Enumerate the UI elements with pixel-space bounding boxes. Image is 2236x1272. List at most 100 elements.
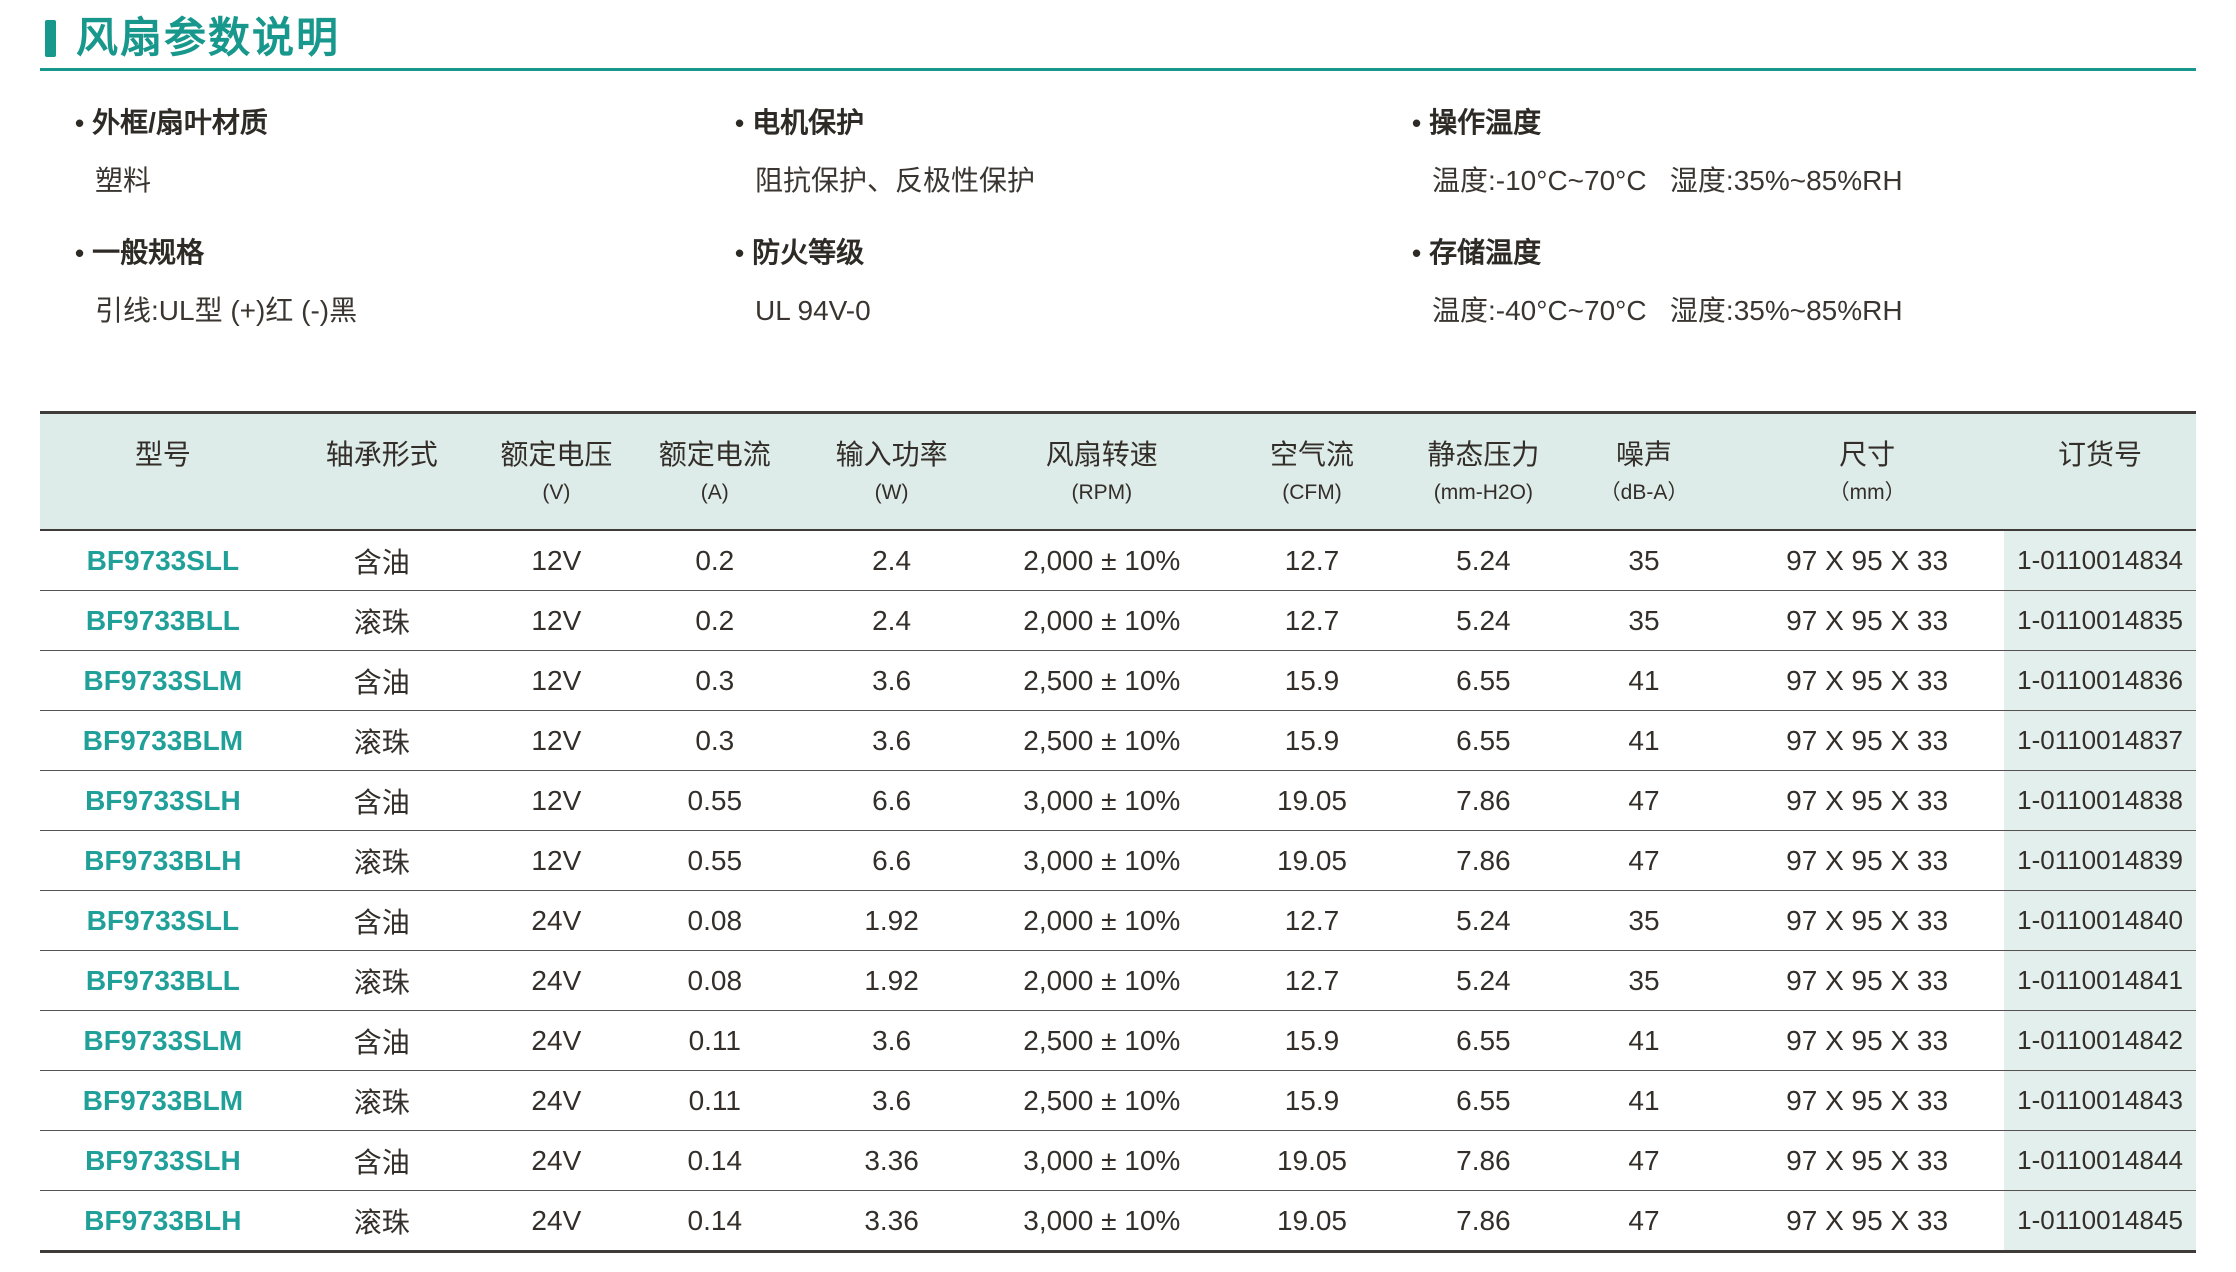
data-cell: 97 X 95 X 33: [1730, 650, 2005, 711]
spec-table: 型号 轴承形式 额定电压 (V) 额定电流 (A) 输入功率 (W) 风扇转速 (RPM) 空气流 (…: [40, 411, 2196, 1253]
column-unit: [40, 470, 286, 480]
data-cell: 滚珠: [285, 830, 478, 891]
column-header: 型号: [40, 412, 286, 531]
data-cell: 97 X 95 X 33: [1730, 830, 2005, 891]
title-divider: [40, 68, 2196, 71]
data-cell: 3.6: [794, 650, 989, 711]
data-cell: 7.86: [1456, 1204, 1511, 1236]
data-cell: 24V: [477, 950, 636, 1011]
model-cell: BF9733SLL: [40, 890, 286, 951]
data-cell: 12V: [477, 590, 636, 651]
column-header: 额定电流 (A): [635, 412, 795, 531]
table-section: 型号 轴承形式 额定电压 (V) 额定电流 (A) 输入功率 (W) 风扇转速 (RPM) 空气流 (…: [40, 411, 2196, 1253]
order-number-cell: 1-0110014841: [2004, 950, 2196, 1011]
column-header: 额定电压 (V): [477, 412, 636, 531]
data-cell: 5.24: [1409, 950, 1558, 1011]
table-row: BF9733BLL 滚珠 12V 0.2 2.4 2,000 ± 10% 12.7 5.24 3…: [40, 590, 2196, 651]
spec-label: 操作温度: [1429, 107, 1542, 138]
data-cell: 47: [1557, 830, 1731, 891]
model-cell: BF9733BLL: [40, 950, 286, 1011]
data-cell: 2,000 ± 10%: [988, 890, 1215, 951]
data-cell: 97 X 95 X 33: [1730, 1010, 2005, 1071]
order-number-cell: 1-0110014839: [2004, 830, 2196, 891]
column-unit: （mm）: [1828, 481, 1906, 504]
order-number-cell: 1-0110014835: [2004, 590, 2196, 651]
data-cell: 7.86: [1409, 1130, 1558, 1191]
spec-column-2: • 电机保护 阻抗保护、反极性保护 • 防火等级 UL 94V-0: [735, 101, 1412, 361]
column-unit: （dB-A）: [1599, 481, 1689, 504]
column-label: 空气流: [1269, 439, 1354, 470]
data-cell: 2.4: [794, 590, 989, 651]
column-label: 尺寸: [1839, 439, 1896, 470]
column-label: 静态压力: [1427, 439, 1540, 470]
order-number-cell: 1-0110014840: [2004, 890, 2196, 951]
spec-item-fire-rating: • 防火等级 UL 94V-0: [735, 231, 1412, 343]
data-cell: 41: [1557, 650, 1731, 711]
column-label: 型号: [134, 439, 191, 470]
spec-value: UL 94V-0: [755, 295, 871, 326]
data-cell: 0.3: [635, 650, 795, 711]
data-cell: 2,500 ± 10%: [988, 1070, 1215, 1131]
data-cell: 6.6: [794, 770, 989, 831]
column-header: 风扇转速 (RPM): [988, 412, 1215, 531]
data-cell: 含油: [285, 890, 478, 951]
data-cell: 97 X 95 X 33: [1730, 1070, 2005, 1131]
data-cell: 35: [1557, 530, 1731, 591]
data-cell: 5.24: [1409, 530, 1558, 591]
table-row: BF9733SLM 含油 24V 0.11 3.6 2,500 ± 10% 15.9 6.55…: [40, 1010, 2196, 1071]
data-cell: 1.92: [794, 950, 989, 1011]
data-cell: 35: [1557, 890, 1731, 951]
data-cell: 97 X 95 X 33: [1730, 1130, 2005, 1191]
table-row: BF9733SLH 含油 12V 0.55 6.6 3,000 ± 10% 19.05 7.8…: [40, 770, 2196, 831]
data-cell: 0.14: [687, 1204, 743, 1236]
column-label: 输入功率: [835, 439, 948, 470]
data-cell: 19.05: [1276, 1204, 1348, 1236]
data-cell: 2,000 ± 10%: [988, 950, 1215, 1011]
data-cell: 7.86: [1409, 770, 1558, 831]
data-cell: 15.9: [1214, 710, 1409, 771]
data-cell: 24V: [477, 890, 636, 951]
table-row: BF9733BLM 滚珠 12V 0.3 3.6 2,500 ± 10% 15.9 6.55 4…: [40, 710, 2196, 771]
table-row: BF9733SLL 含油 24V 0.08 1.92 2,000 ± 10% 12.7 5.2…: [40, 890, 2196, 951]
order-number-cell: 1-0110014834: [2004, 530, 2196, 591]
spec-label: 一般规格: [92, 237, 205, 268]
bullet-icon: •: [75, 108, 85, 138]
data-cell: 含油: [285, 1010, 478, 1071]
data-cell: 滚珠: [285, 950, 478, 1011]
data-cell: 97 X 95 X 33: [1730, 590, 2005, 651]
data-cell: 12.7: [1214, 890, 1409, 951]
table-row: BF9733SLM 含油 12V 0.3 3.6 2,500 ± 10% 15.9 6.55 4…: [40, 650, 2196, 711]
spec-item-motor-protection: • 电机保护 阻抗保护、反极性保护: [735, 101, 1412, 213]
table-row: BF9733BLH 滚珠 24V 0.14 3.36 3,000 ± 10% 19.05 7.…: [40, 1190, 2196, 1252]
data-cell: 滚珠: [285, 1070, 478, 1131]
table-row: BF9733BLL 滚珠 24V 0.08 1.92 2,000 ± 10% 12.7 5.2…: [40, 950, 2196, 1011]
data-cell: 47: [1557, 1130, 1731, 1191]
data-cell: 12V: [477, 830, 636, 891]
order-number-cell: 1-0110014837: [2004, 710, 2196, 771]
column-header: 静态压力 (mm-H2O): [1409, 412, 1558, 531]
data-cell: 15.9: [1214, 1010, 1409, 1071]
order-number-cell: 1-0110014836: [2004, 650, 2196, 711]
spec-item-material: • 外框/扇叶材质 塑料: [75, 101, 735, 213]
data-cell: 12V: [477, 710, 636, 771]
data-cell: 24V: [477, 1070, 636, 1131]
data-cell: 6.55: [1409, 710, 1558, 771]
column-label: 额定电压: [500, 439, 613, 470]
spec-item-general: • 一般规格 引线:UL型 (+)红 (-)黑: [75, 231, 735, 343]
spec-value: 温度:-40°C~70°C 湿度:35%~85%RH: [1432, 295, 1903, 326]
column-label: 订货号: [2058, 439, 2143, 470]
table-header: 型号 轴承形式 额定电压 (V) 额定电流 (A) 输入功率 (W) 风扇转速 (RPM) 空气流 (…: [40, 412, 2196, 531]
model-cell: BF9733SLM: [40, 650, 286, 711]
data-cell: 含油: [285, 770, 478, 831]
data-cell: 97 X 95 X 33: [1730, 710, 2005, 771]
data-cell: 3.6: [794, 1010, 989, 1071]
data-cell: 滚珠: [353, 1206, 410, 1238]
data-cell: 12.7: [1214, 950, 1409, 1011]
data-cell: 41: [1557, 1010, 1731, 1071]
data-cell: 2,000 ± 10%: [988, 530, 1215, 591]
order-number-cell: 1-0110014838: [2004, 770, 2196, 831]
page-title: 风扇参数说明: [76, 14, 341, 61]
column-unit: (A): [700, 481, 729, 504]
data-cell: 2,500 ± 10%: [988, 650, 1215, 711]
data-cell: 3.36: [864, 1204, 919, 1236]
